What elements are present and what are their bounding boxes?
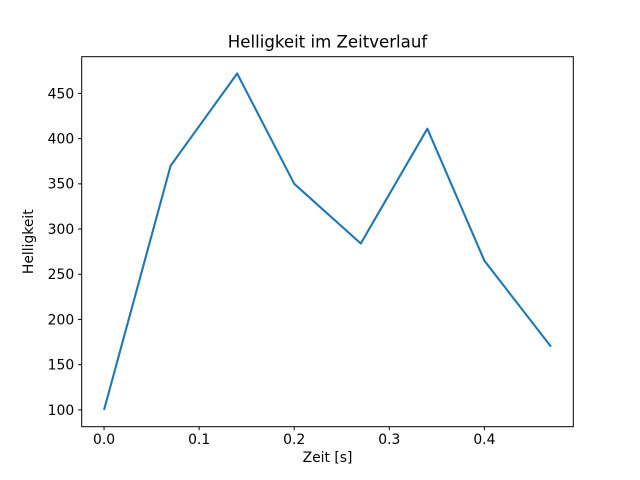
y-tick-label: 450 xyxy=(48,86,75,102)
x-tick-label: 0.3 xyxy=(378,432,400,448)
x-tick-label: 0.1 xyxy=(188,432,210,448)
y-tick-label: 350 xyxy=(48,177,75,193)
y-tick-label: 300 xyxy=(48,222,75,238)
x-axis-label: Zeit [s] xyxy=(303,450,353,466)
x-tick-label: 0.4 xyxy=(473,432,495,448)
y-tick-label: 400 xyxy=(48,132,75,148)
axes-spines xyxy=(81,56,574,428)
plot-area: 0.0 0.1 0.2 0.3 0.4 100 150 200 250 300 350 400 450 xyxy=(48,56,574,448)
chart-title: Helligkeit im Zeitverlauf xyxy=(228,33,429,52)
y-tick-label: 200 xyxy=(48,312,75,328)
y-tick-label: 100 xyxy=(48,403,75,419)
x-tick-label: 0.2 xyxy=(283,432,305,448)
data-line-helligkeit xyxy=(103,72,552,411)
y-axis-label: Helligkeit xyxy=(21,209,37,274)
x-tick-label: 0.0 xyxy=(93,432,115,448)
y-tick-label: 250 xyxy=(48,267,75,283)
y-tick-label: 150 xyxy=(48,358,75,374)
